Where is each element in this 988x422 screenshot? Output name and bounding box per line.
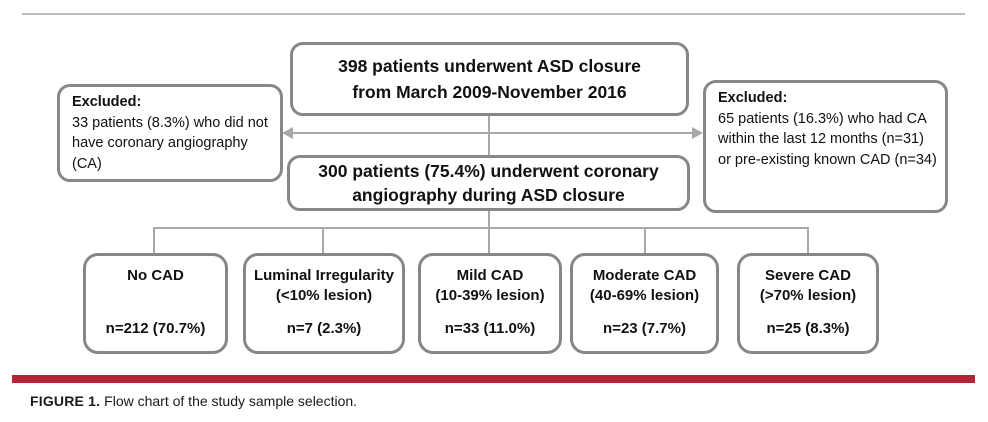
angiography-line1: 300 patients (75.4%) underwent coronary — [318, 160, 659, 181]
outcome-subtitle: (>70% lesion) — [759, 287, 857, 305]
outcome-title: Mild CAD — [456, 267, 524, 284]
excluded-left-heading: Excluded: — [72, 94, 142, 110]
outcome-count: n=33 (11.0%) — [444, 319, 536, 337]
box-outcome-severe-cad: Severe CAD (>70% lesion) n=25 (8.3%) — [737, 253, 879, 354]
connector-branch-line — [153, 227, 809, 229]
box-excluded-recent-ca: Excluded: 65 patients (16.3%) who had CA… — [703, 80, 948, 213]
angiography-line2: angiography during ASD closure — [352, 185, 625, 205]
outcome-title: No CAD — [127, 267, 184, 284]
box-outcome-moderate-cad: Moderate CAD (40-69% lesion) n=23 (7.7%) — [570, 253, 719, 354]
connector-middle-to-branch — [488, 210, 490, 253]
connector-drop-severe — [807, 227, 809, 253]
figure-caption-label: FIGURE 1. — [30, 393, 101, 409]
arrowhead-left-icon — [282, 127, 293, 139]
excluded-right-heading: Excluded: — [718, 90, 788, 106]
top-rule-divider — [22, 13, 965, 15]
asd-closure-line2: from March 2009-November 2016 — [352, 82, 627, 102]
outcome-title: Luminal Irregularity — [253, 267, 395, 284]
connector-drop-luminal — [322, 227, 324, 253]
outcome-subtitle: (<10% lesion) — [275, 287, 373, 305]
outcome-title: Severe CAD — [765, 267, 851, 284]
box-coronary-angiography: 300 patients (75.4%) underwent coronary … — [287, 155, 690, 211]
box-outcome-luminal-irregularity: Luminal Irregularity (<10% lesion) n=7 (… — [243, 253, 405, 354]
connector-exclusion-line — [292, 132, 694, 134]
asd-closure-line1: 398 patients underwent ASD closure — [338, 55, 641, 76]
outcome-count: n=23 (7.7%) — [603, 319, 686, 337]
connector-drop-no-cad — [153, 227, 155, 253]
box-excluded-no-angiography: Excluded: 33 patients (8.3%) who did not… — [57, 84, 283, 182]
outcome-count: n=7 (2.3%) — [286, 319, 362, 337]
figure-caption-text: Flow chart of the study sample selection… — [100, 393, 358, 409]
outcome-count: n=25 (8.3%) — [766, 319, 850, 337]
arrowhead-right-icon — [692, 127, 703, 139]
outcome-title: Moderate CAD — [592, 267, 697, 284]
excluded-right-body: 65 patients (16.3%) who had CA within th… — [718, 110, 937, 168]
outcome-count: n=212 (70.7%) — [105, 319, 206, 337]
box-asd-closure-total: 398 patients underwent ASD closure from … — [290, 42, 689, 116]
accent-bar — [12, 375, 975, 383]
box-outcome-no-cad: No CAD n=212 (70.7%) — [83, 253, 228, 354]
figure-caption: FIGURE 1. Flow chart of the study sample… — [30, 393, 357, 409]
excluded-left-body: 33 patients (8.3%) who did not have coro… — [72, 114, 268, 172]
box-outcome-mild-cad: Mild CAD (10-39% lesion) n=33 (11.0%) — [418, 253, 562, 354]
connector-drop-moderate — [644, 227, 646, 253]
outcome-subtitle: (10-39% lesion) — [435, 287, 545, 305]
outcome-subtitle: (40-69% lesion) — [589, 287, 700, 305]
connector-top-to-middle — [488, 116, 490, 155]
